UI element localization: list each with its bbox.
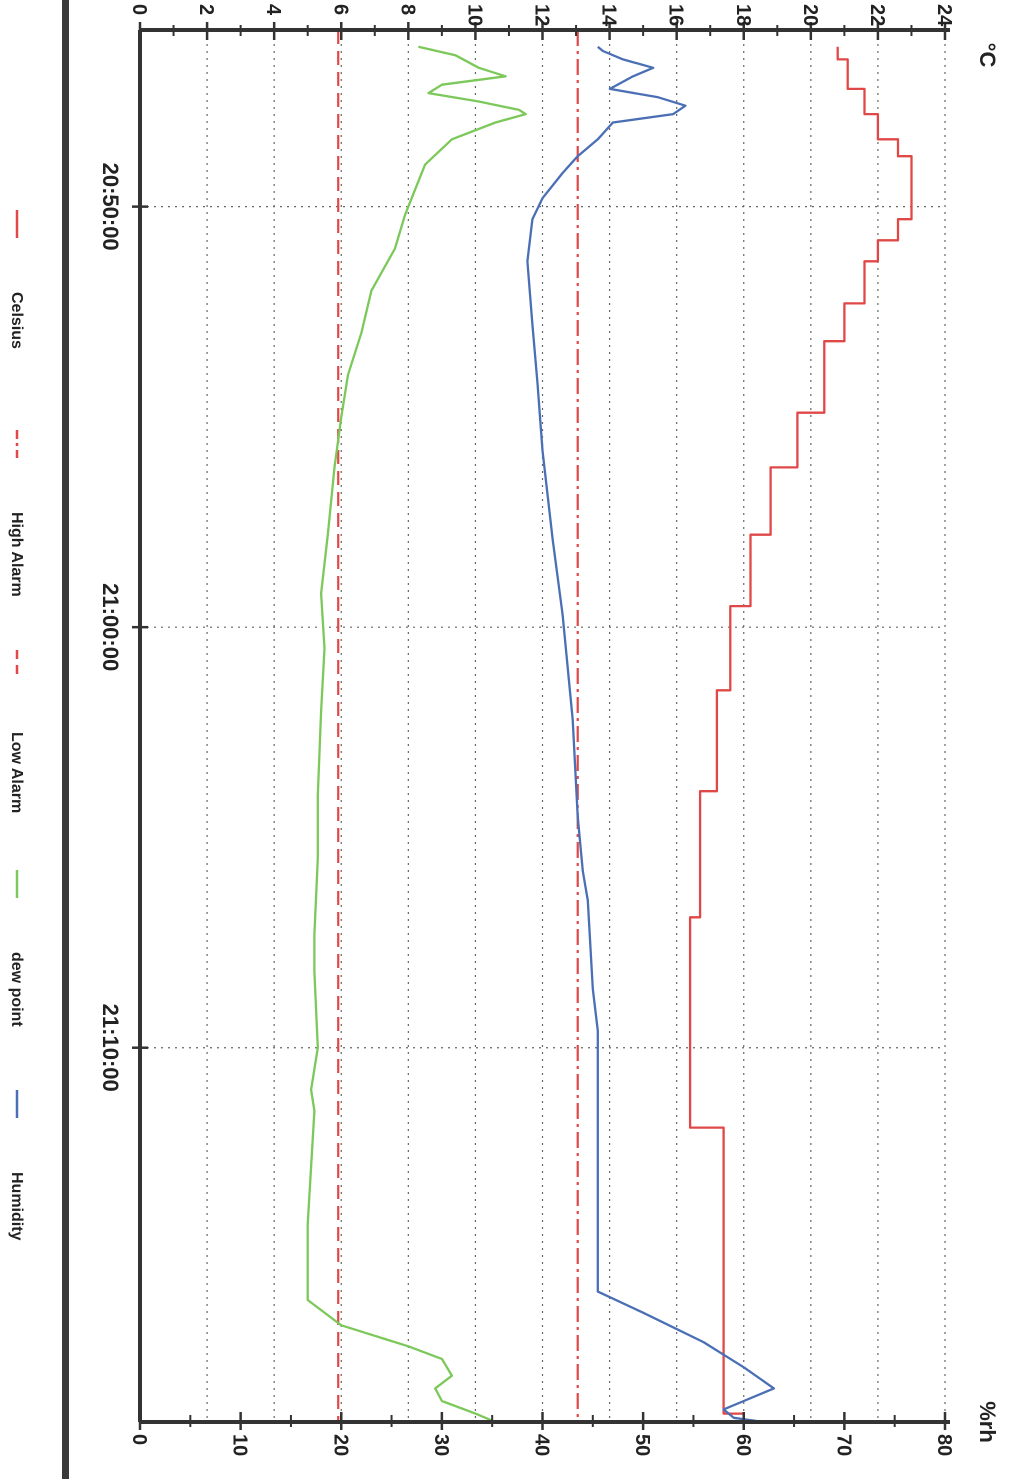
celsius-tick-label-6: 6 [329, 4, 351, 15]
legend-label-high-alarm: High Alarm [8, 512, 25, 597]
celsius-tick-label-18: 18 [732, 4, 754, 26]
time-tick-label-2: 21:10:00 [98, 1004, 123, 1092]
legend-label-humidity: Humidity [8, 1172, 25, 1241]
celsius-tick-label-24: 24 [933, 4, 955, 27]
humidity-tick-label-60: 60 [732, 1434, 754, 1456]
celsius-tick-label-8: 8 [396, 4, 418, 15]
humidity-tick-label-80: 80 [933, 1434, 955, 1456]
series-line-celsius [688, 46, 913, 1415]
celsius-unit-label: °C [975, 43, 1000, 68]
humidity-tick-label-10: 10 [229, 1434, 251, 1456]
celsius-tick-label-4: 4 [262, 4, 284, 16]
legend: Celsius High Alarm Low Alarm dew point Humid… [8, 210, 25, 1241]
humidity-unit-label: %rh [975, 1401, 1000, 1443]
data-series [306, 45, 913, 1424]
legend-label-celsius: Celsius [8, 292, 25, 349]
celsius-tick-label-2: 2 [195, 4, 217, 15]
legend-label-dew-point: dew point [8, 952, 25, 1027]
alarm-lines [337, 30, 579, 1422]
humidity-tick-label-20: 20 [329, 1434, 351, 1456]
series-line-dew-point [306, 45, 527, 1424]
time-tick-label-0: 20:50:00 [98, 163, 123, 251]
humidity-tick-label-0: 0 [128, 1434, 150, 1445]
time-ticks: 20:50:00 21:00:00 21:10:00 [98, 163, 148, 1092]
celsius-tick-label-10: 10 [463, 4, 485, 26]
legend-label-low-alarm: Low Alarm [8, 732, 25, 813]
celsius-ticks: 0 2 4 6 8 10 12 14 16 18 20 22 24 [128, 4, 955, 40]
page-border [62, 0, 69, 1479]
humidity-tick-label-40: 40 [531, 1434, 553, 1456]
celsius-tick-label-20: 20 [799, 4, 821, 26]
grid-lines [140, 30, 946, 1422]
celsius-tick-label-22: 22 [866, 4, 888, 26]
celsius-tick-label-0: 0 [128, 4, 150, 15]
humidity-tick-label-30: 30 [430, 1434, 452, 1456]
celsius-tick-label-14: 14 [598, 4, 620, 27]
celsius-tick-label-16: 16 [665, 4, 687, 26]
celsius-tick-label-12: 12 [531, 4, 553, 26]
humidity-tick-label-50: 50 [631, 1434, 653, 1456]
time-tick-label-1: 21:00:00 [98, 583, 123, 671]
humidity-tick-label-70: 70 [832, 1434, 854, 1456]
humidity-ticks: 0 10 20 30 40 50 60 70 80 [128, 1412, 955, 1456]
series-line-humidity [526, 45, 776, 1424]
